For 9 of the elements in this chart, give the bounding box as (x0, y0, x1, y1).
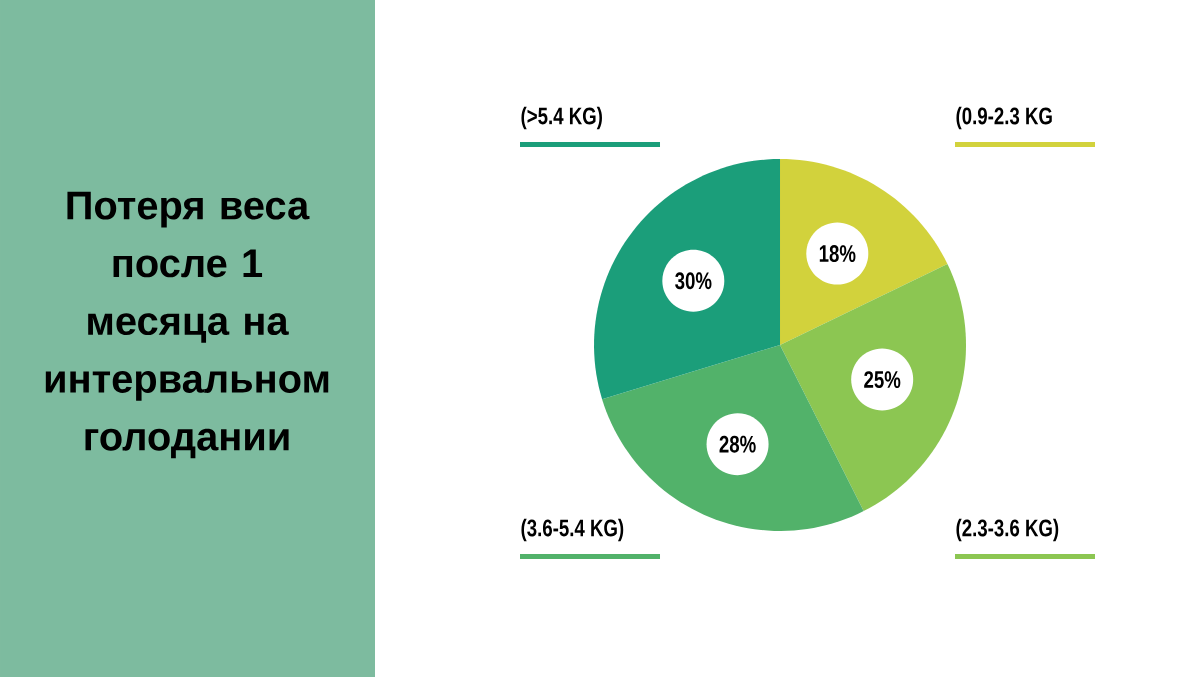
slice-label: (3.6-5.4 KG) (521, 518, 624, 542)
data-label: 18% (819, 245, 856, 263)
data-label: 25% (864, 371, 901, 389)
slice-label: (>5.4 KG) (521, 106, 602, 130)
slice-label: (2.3-3.6 KG) (956, 518, 1059, 542)
data-label: 28% (719, 435, 756, 453)
data-label: 30% (675, 272, 712, 290)
slice-label: (0.9-2.3 KG (956, 106, 1052, 130)
text: Потеря веса после 1 месяца на интервальном голодании (45, 191, 329, 459)
